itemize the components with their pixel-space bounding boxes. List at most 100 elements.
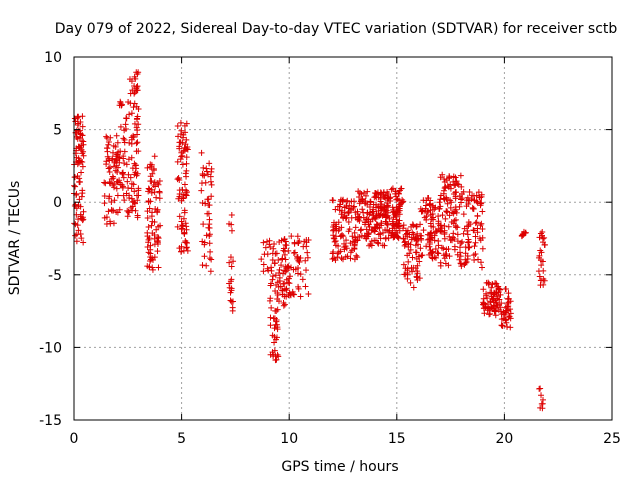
data-point [285, 247, 292, 254]
data-point [281, 280, 288, 287]
data-point [425, 207, 432, 214]
data-point [206, 240, 213, 247]
data-point [399, 196, 406, 203]
data-point [296, 259, 303, 266]
data-point [148, 178, 155, 185]
data-point [502, 317, 509, 324]
data-point [182, 238, 189, 245]
data-point [450, 173, 457, 180]
data-point [355, 215, 362, 222]
data-point [152, 205, 159, 212]
data-point [122, 121, 129, 128]
data-point [437, 228, 444, 235]
data-point [207, 248, 214, 255]
data-point [72, 221, 79, 228]
data-point [133, 140, 140, 147]
data-point [149, 266, 156, 273]
data-point [435, 213, 442, 220]
data-point [304, 249, 311, 256]
data-point [452, 206, 459, 213]
data-point [151, 218, 158, 225]
x-tick-label: 25 [603, 431, 621, 447]
data-point [268, 304, 275, 311]
data-point [181, 181, 188, 188]
data-point [260, 261, 267, 268]
data-point [493, 289, 500, 296]
data-point [507, 298, 514, 305]
data-point [379, 242, 386, 249]
data-point [423, 197, 430, 204]
data-point [179, 222, 186, 229]
data-point [479, 226, 486, 233]
data-point [447, 181, 454, 188]
data-point [441, 178, 448, 185]
data-point [466, 189, 473, 196]
data-point [345, 228, 352, 235]
data-point [126, 111, 133, 118]
data-point [453, 178, 460, 185]
data-point [269, 332, 276, 339]
data-point [446, 233, 453, 240]
data-point [347, 249, 354, 256]
data-point [410, 222, 417, 229]
data-point [375, 231, 382, 238]
data-point [472, 239, 479, 246]
data-point [71, 174, 78, 181]
data-point [379, 212, 386, 219]
data-point [365, 230, 372, 237]
data-point [349, 233, 356, 240]
data-point [354, 254, 361, 261]
data-point [274, 324, 281, 331]
data-point [101, 192, 108, 199]
data-point [183, 160, 190, 167]
data-point [351, 241, 358, 248]
data-point [536, 273, 543, 280]
data-point [148, 222, 155, 229]
data-point [356, 200, 363, 207]
data-point [134, 83, 141, 90]
data-point [396, 222, 403, 229]
data-point [477, 237, 484, 244]
data-point [497, 308, 504, 315]
data-point [77, 213, 84, 220]
data-point [519, 231, 526, 238]
data-point [538, 249, 545, 256]
data-point [409, 254, 416, 261]
data-point [427, 200, 434, 207]
data-point [497, 286, 504, 293]
data-point [479, 208, 486, 215]
data-point [131, 188, 138, 195]
data-point [106, 157, 113, 164]
data-point [345, 210, 352, 217]
data-point [80, 138, 87, 145]
data-point [486, 311, 493, 318]
data-point [134, 127, 141, 134]
data-point [346, 202, 353, 209]
data-point [491, 302, 498, 309]
data-point [294, 270, 301, 277]
data-point [151, 254, 158, 261]
data-point [281, 251, 288, 258]
data-point [385, 228, 392, 235]
data-point [408, 236, 415, 243]
data-point [177, 156, 184, 163]
data-point [198, 149, 205, 156]
data-point [134, 170, 141, 177]
data-point [338, 207, 345, 214]
data-point [428, 249, 435, 256]
data-point [427, 211, 434, 218]
data-point [466, 244, 473, 251]
data-point [373, 221, 380, 228]
data-point [113, 185, 120, 192]
data-point [441, 255, 448, 262]
data-point [332, 257, 339, 264]
data-point [502, 286, 509, 293]
chart-title: Day 079 of 2022, Sidereal Day-to-day VTE… [55, 21, 618, 37]
data-point [459, 195, 466, 202]
data-point [203, 262, 210, 269]
data-point [506, 313, 513, 320]
data-point [132, 75, 139, 82]
data-point [385, 195, 392, 202]
data-point [154, 248, 161, 255]
data-point [379, 205, 386, 212]
